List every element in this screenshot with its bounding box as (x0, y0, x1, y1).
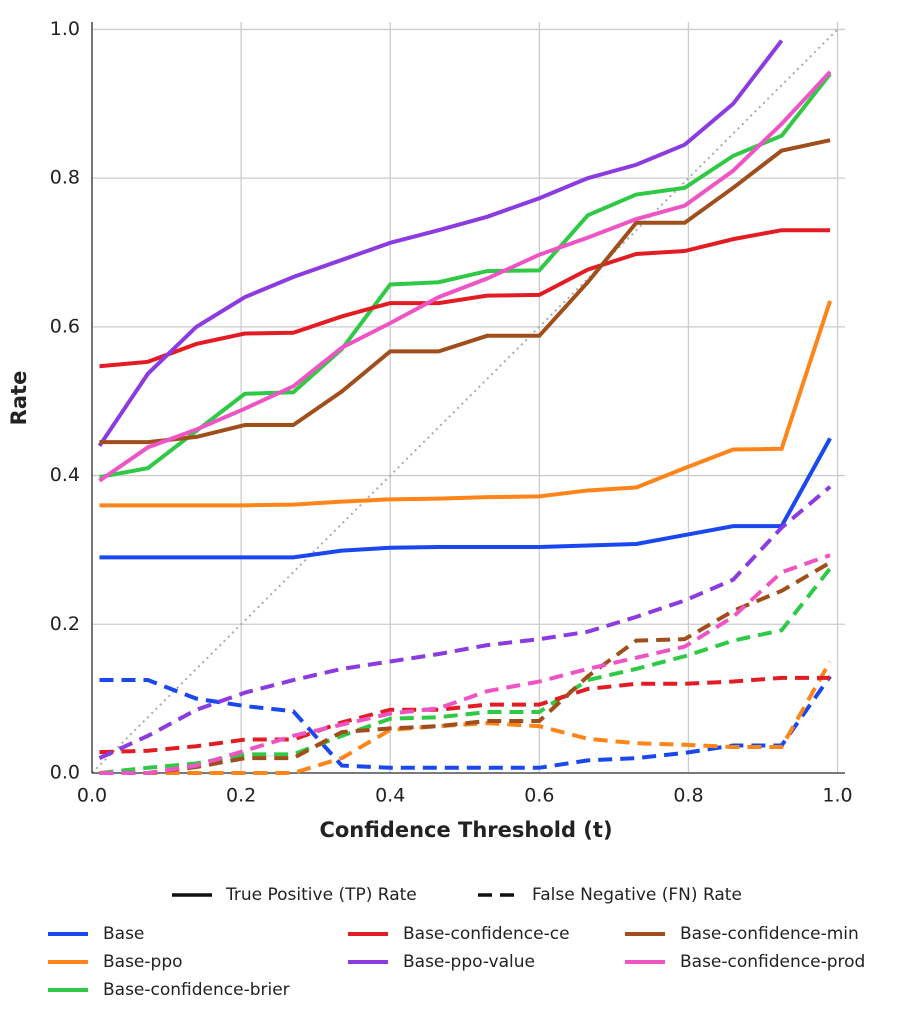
x-tick-label: 0.0 (77, 785, 107, 807)
legend-label: Base-ppo-value (403, 952, 535, 972)
series-line (99, 553, 831, 775)
series-line (99, 437, 832, 560)
series-line (99, 228, 831, 369)
legend-label: Base-confidence-min (680, 924, 859, 944)
series-line (99, 675, 832, 770)
y-tick-label: 0.0 (50, 762, 80, 784)
series-line (98, 485, 832, 760)
x-tick-label: 0.6 (524, 785, 554, 807)
y-tick-label: 1.0 (50, 18, 80, 40)
y-tick-label: 0.6 (50, 315, 80, 337)
legend-label: Base-confidence-ce (403, 924, 570, 944)
series-line (99, 567, 832, 775)
series-line (99, 300, 832, 508)
series-line (99, 560, 832, 775)
legend-label: Base-confidence-brier (103, 980, 290, 1000)
series-line (99, 72, 832, 480)
legend-style-label: False Negative (FN) Rate (532, 885, 742, 905)
series-line (99, 138, 831, 445)
legend-label: Base (103, 924, 144, 944)
y-tick-label: 0.8 (50, 167, 80, 189)
x-tick-label: 0.2 (226, 785, 256, 807)
diagonal-reference (91, 28, 839, 774)
legend-style-label: True Positive (TP) Rate (225, 885, 417, 905)
series-line (99, 675, 831, 755)
y-tick-label: 0.4 (50, 464, 80, 486)
x-axis-label: Confidence Threshold (t) (319, 818, 612, 842)
legend-label: Base-confidence-prod (680, 952, 865, 972)
series-line (99, 660, 832, 775)
y-axis-label: Rate (7, 371, 31, 426)
x-tick-label: 0.4 (375, 785, 405, 807)
series-line (97, 39, 784, 447)
legend-label: Base-ppo (103, 952, 183, 972)
x-tick-label: 0.8 (673, 785, 703, 807)
y-tick-label: 0.2 (50, 613, 80, 635)
series-line (98, 70, 832, 483)
x-tick-label: 1.0 (822, 785, 852, 807)
